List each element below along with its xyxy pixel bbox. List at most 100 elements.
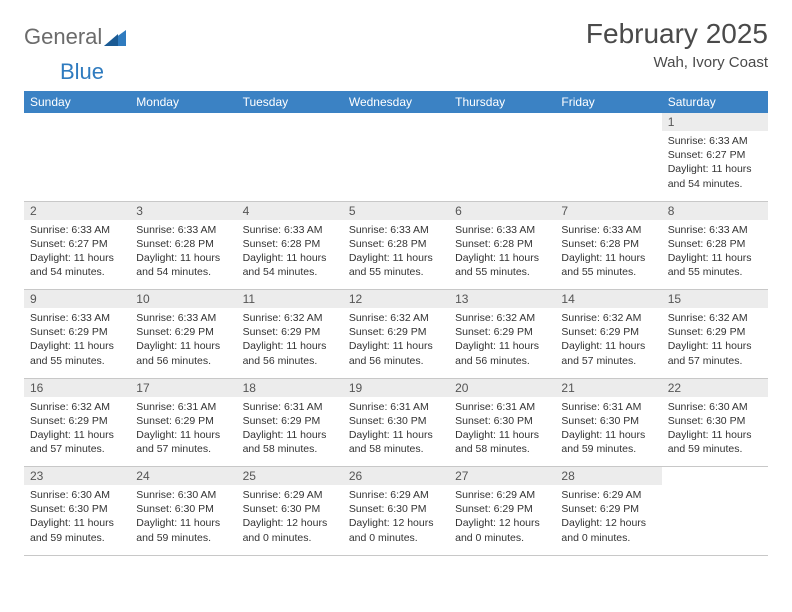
sunrise-text: Sunrise: 6:29 AM [349, 488, 443, 502]
daylight-text: Daylight: 12 hours and 0 minutes. [349, 516, 443, 544]
day-number-cell: 17 [130, 378, 236, 397]
sunset-text: Sunset: 6:29 PM [455, 502, 549, 516]
daylight-text: Daylight: 11 hours and 56 minutes. [243, 339, 337, 367]
sunset-text: Sunset: 6:30 PM [561, 414, 655, 428]
day-data-cell [24, 131, 130, 201]
day-number-cell: 27 [449, 467, 555, 486]
day-number-cell: 12 [343, 290, 449, 309]
sunset-text: Sunset: 6:30 PM [455, 414, 549, 428]
weekday-header: Saturday [662, 91, 768, 113]
daylight-text: Daylight: 12 hours and 0 minutes. [455, 516, 549, 544]
brand-part2: Blue [60, 59, 104, 84]
day-data-cell: Sunrise: 6:33 AMSunset: 6:28 PMDaylight:… [662, 220, 768, 290]
daylight-text: Daylight: 11 hours and 56 minutes. [455, 339, 549, 367]
sunrise-text: Sunrise: 6:32 AM [455, 311, 549, 325]
day-data-cell: Sunrise: 6:32 AMSunset: 6:29 PMDaylight:… [662, 308, 768, 378]
day-data-cell [130, 131, 236, 201]
sunset-text: Sunset: 6:29 PM [561, 502, 655, 516]
sunset-text: Sunset: 6:30 PM [349, 502, 443, 516]
brand-part1: General [24, 24, 102, 50]
daylight-text: Daylight: 11 hours and 59 minutes. [30, 516, 124, 544]
daylight-text: Daylight: 11 hours and 57 minutes. [30, 428, 124, 456]
daylight-text: Daylight: 11 hours and 56 minutes. [136, 339, 230, 367]
daylight-text: Daylight: 11 hours and 58 minutes. [349, 428, 443, 456]
daylight-text: Daylight: 11 hours and 55 minutes. [455, 251, 549, 279]
daylight-text: Daylight: 11 hours and 54 minutes. [243, 251, 337, 279]
day-data-cell: Sunrise: 6:29 AMSunset: 6:30 PMDaylight:… [237, 485, 343, 555]
sunrise-text: Sunrise: 6:33 AM [136, 223, 230, 237]
sunrise-text: Sunrise: 6:31 AM [455, 400, 549, 414]
day-number-row: 2345678 [24, 201, 768, 220]
day-number-cell: 28 [555, 467, 661, 486]
day-number-cell: 10 [130, 290, 236, 309]
day-data-cell: Sunrise: 6:33 AMSunset: 6:29 PMDaylight:… [130, 308, 236, 378]
day-data-cell: Sunrise: 6:33 AMSunset: 6:27 PMDaylight:… [662, 131, 768, 201]
sunset-text: Sunset: 6:29 PM [136, 414, 230, 428]
sunrise-text: Sunrise: 6:31 AM [243, 400, 337, 414]
weekday-header: Tuesday [237, 91, 343, 113]
calendar-table: SundayMondayTuesdayWednesdayThursdayFrid… [24, 91, 768, 556]
sunset-text: Sunset: 6:28 PM [455, 237, 549, 251]
sunset-text: Sunset: 6:28 PM [136, 237, 230, 251]
day-number-cell: 19 [343, 378, 449, 397]
day-number-cell: 15 [662, 290, 768, 309]
weekday-header: Sunday [24, 91, 130, 113]
daylight-text: Daylight: 11 hours and 54 minutes. [136, 251, 230, 279]
sunset-text: Sunset: 6:29 PM [30, 325, 124, 339]
daylight-text: Daylight: 11 hours and 54 minutes. [30, 251, 124, 279]
day-data-row: Sunrise: 6:33 AMSunset: 6:27 PMDaylight:… [24, 220, 768, 290]
daylight-text: Daylight: 11 hours and 59 minutes. [561, 428, 655, 456]
day-number-cell: 4 [237, 201, 343, 220]
day-data-cell: Sunrise: 6:32 AMSunset: 6:29 PMDaylight:… [449, 308, 555, 378]
daylight-text: Daylight: 11 hours and 55 minutes. [30, 339, 124, 367]
day-number-cell: 14 [555, 290, 661, 309]
sunset-text: Sunset: 6:28 PM [561, 237, 655, 251]
day-data-cell: Sunrise: 6:33 AMSunset: 6:28 PMDaylight:… [449, 220, 555, 290]
day-number-cell: 16 [24, 378, 130, 397]
sunset-text: Sunset: 6:29 PM [349, 325, 443, 339]
sunrise-text: Sunrise: 6:31 AM [561, 400, 655, 414]
day-data-cell: Sunrise: 6:31 AMSunset: 6:29 PMDaylight:… [237, 397, 343, 467]
daylight-text: Daylight: 11 hours and 58 minutes. [243, 428, 337, 456]
day-data-cell: Sunrise: 6:31 AMSunset: 6:30 PMDaylight:… [555, 397, 661, 467]
day-number-cell [555, 113, 661, 131]
day-data-cell: Sunrise: 6:33 AMSunset: 6:28 PMDaylight:… [343, 220, 449, 290]
daylight-text: Daylight: 11 hours and 55 minutes. [668, 251, 762, 279]
day-data-cell [237, 131, 343, 201]
sunset-text: Sunset: 6:29 PM [30, 414, 124, 428]
calendar-header: SundayMondayTuesdayWednesdayThursdayFrid… [24, 91, 768, 113]
sunset-text: Sunset: 6:29 PM [561, 325, 655, 339]
day-number-cell: 13 [449, 290, 555, 309]
day-data-cell: Sunrise: 6:33 AMSunset: 6:28 PMDaylight:… [237, 220, 343, 290]
day-data-row: Sunrise: 6:32 AMSunset: 6:29 PMDaylight:… [24, 397, 768, 467]
sunrise-text: Sunrise: 6:31 AM [349, 400, 443, 414]
sunrise-text: Sunrise: 6:33 AM [30, 223, 124, 237]
logo-triangle-icon [104, 28, 126, 46]
day-number-cell: 22 [662, 378, 768, 397]
weekday-header: Wednesday [343, 91, 449, 113]
sunrise-text: Sunrise: 6:30 AM [136, 488, 230, 502]
weekday-header: Monday [130, 91, 236, 113]
calendar-body: 1Sunrise: 6:33 AMSunset: 6:27 PMDaylight… [24, 113, 768, 555]
sunset-text: Sunset: 6:28 PM [668, 237, 762, 251]
brand-logo: General [24, 18, 126, 50]
sunset-text: Sunset: 6:28 PM [243, 237, 337, 251]
sunrise-text: Sunrise: 6:33 AM [349, 223, 443, 237]
day-number-cell: 24 [130, 467, 236, 486]
day-data-cell: Sunrise: 6:30 AMSunset: 6:30 PMDaylight:… [662, 397, 768, 467]
sunset-text: Sunset: 6:30 PM [136, 502, 230, 516]
day-number-cell: 5 [343, 201, 449, 220]
day-number-cell: 3 [130, 201, 236, 220]
sunrise-text: Sunrise: 6:30 AM [668, 400, 762, 414]
weekday-header: Thursday [449, 91, 555, 113]
sunrise-text: Sunrise: 6:33 AM [561, 223, 655, 237]
day-data-cell: Sunrise: 6:29 AMSunset: 6:29 PMDaylight:… [449, 485, 555, 555]
sunset-text: Sunset: 6:30 PM [243, 502, 337, 516]
sunset-text: Sunset: 6:29 PM [455, 325, 549, 339]
day-number-cell [237, 113, 343, 131]
day-data-cell [555, 131, 661, 201]
day-data-cell: Sunrise: 6:33 AMSunset: 6:29 PMDaylight:… [24, 308, 130, 378]
day-data-row: Sunrise: 6:33 AMSunset: 6:27 PMDaylight:… [24, 131, 768, 201]
day-data-row: Sunrise: 6:30 AMSunset: 6:30 PMDaylight:… [24, 485, 768, 555]
sunrise-text: Sunrise: 6:33 AM [668, 223, 762, 237]
